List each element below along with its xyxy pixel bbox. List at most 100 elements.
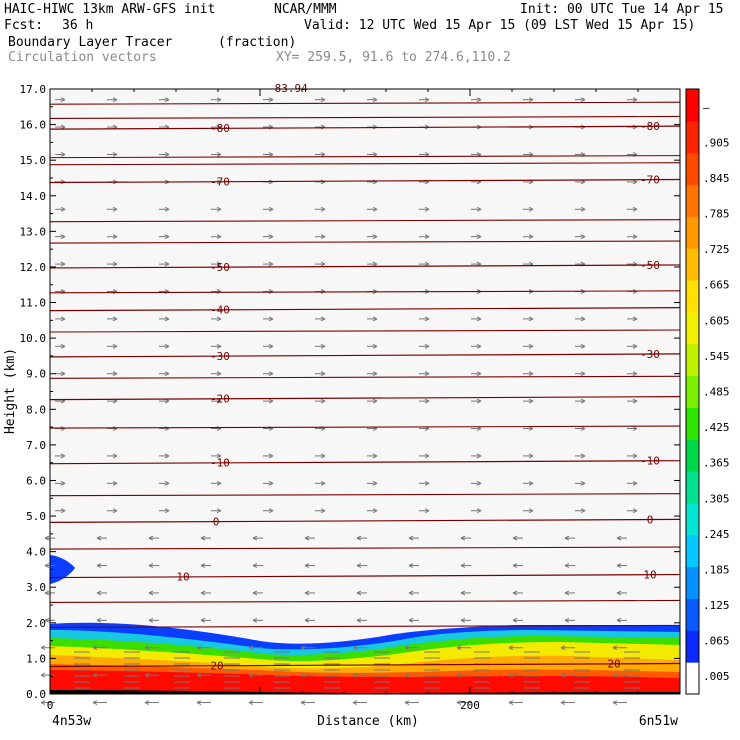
contour-line bbox=[49, 307, 681, 312]
wind-vector bbox=[352, 700, 367, 705]
y-tick-label: 11.0 bbox=[20, 297, 47, 310]
contour-line bbox=[49, 219, 681, 223]
wind-vector bbox=[107, 316, 118, 322]
colorbar-label: .785 bbox=[703, 208, 730, 221]
contour-line bbox=[49, 290, 681, 294]
wind-vector bbox=[211, 398, 222, 404]
wind-vector bbox=[252, 535, 263, 541]
wind-vector bbox=[367, 97, 378, 103]
wind-vector bbox=[315, 234, 326, 240]
colorbar-swatch bbox=[686, 311, 699, 345]
wind-vector bbox=[471, 97, 482, 103]
wind-vector bbox=[471, 508, 482, 514]
contour-line bbox=[49, 264, 681, 269]
contour-label: 20 bbox=[210, 660, 223, 673]
wind-vector bbox=[627, 508, 638, 514]
init-time: Init: 00 UTC Tue 14 Apr 15 bbox=[520, 2, 724, 17]
wind-vector bbox=[252, 590, 263, 596]
wind-vector bbox=[248, 700, 263, 705]
colorbar-swatch bbox=[686, 598, 699, 631]
wind-vector bbox=[252, 617, 263, 623]
wind-vector bbox=[159, 152, 170, 157]
wind-vector bbox=[96, 590, 107, 596]
contour-label-right: 10 bbox=[643, 569, 656, 582]
wind-vector bbox=[523, 508, 534, 514]
valid-time: Valid: 12 UTC Wed 15 Apr 15 (09 LST Wed … bbox=[304, 18, 696, 33]
wind-vector bbox=[419, 508, 430, 514]
wind-vector bbox=[159, 206, 170, 212]
wind-vector bbox=[159, 343, 170, 349]
wind-vector bbox=[471, 398, 482, 404]
y-tick-label: 3.0 bbox=[26, 581, 46, 594]
wind-vector bbox=[315, 316, 326, 322]
wind-vector bbox=[367, 234, 378, 240]
colorbar-swatch bbox=[686, 407, 699, 440]
wind-vector bbox=[263, 234, 274, 240]
tracer-band-red bbox=[50, 670, 680, 694]
colorbar-swatch bbox=[686, 120, 699, 154]
y-tick-label: 4.0 bbox=[26, 546, 46, 559]
colorbar-swatch bbox=[686, 375, 699, 408]
wind-vector bbox=[196, 672, 211, 678]
wind-vector bbox=[315, 398, 326, 404]
x-right-location: 6n51w bbox=[639, 714, 678, 729]
colorbar-label: .185 bbox=[703, 563, 730, 576]
x-tick-label: 200 bbox=[460, 699, 480, 712]
wind-vector bbox=[148, 590, 159, 596]
wind-vector bbox=[575, 398, 586, 404]
colorbar-swatch bbox=[686, 566, 699, 599]
contour-line bbox=[49, 178, 681, 184]
wind-vector bbox=[300, 645, 315, 651]
y-tick-label: 16.0 bbox=[20, 119, 47, 132]
wind-vector bbox=[144, 672, 159, 678]
contour-line bbox=[49, 546, 681, 550]
colorbar: .005 .065 .125 .185 .245 .305 .365 .425 .485 .545… bbox=[685, 88, 730, 695]
wind-vector bbox=[159, 97, 170, 103]
wind-vector bbox=[107, 261, 118, 267]
wind-vector bbox=[616, 535, 627, 541]
wind-vector bbox=[456, 672, 471, 678]
wind-vector bbox=[263, 261, 274, 267]
wind-vector bbox=[564, 617, 575, 623]
wind-vector bbox=[92, 672, 107, 678]
wind-vector bbox=[304, 563, 315, 568]
wind-vector bbox=[367, 343, 378, 349]
wind-vector bbox=[627, 234, 638, 240]
wind-vector bbox=[148, 617, 159, 623]
wind-vector bbox=[196, 700, 211, 705]
wind-vector bbox=[523, 206, 534, 212]
x-axis-label: Distance (km) bbox=[317, 714, 419, 729]
wind-vector bbox=[263, 343, 274, 349]
wind-vector bbox=[263, 480, 274, 486]
colorbar-label: .845 bbox=[703, 172, 730, 185]
contour-label-right: 20 bbox=[607, 658, 620, 671]
xy-range: XY= 259.5, 91.6 to 274.6,110.2 bbox=[276, 50, 511, 65]
wind-vector bbox=[304, 617, 315, 623]
wind-vector bbox=[55, 453, 66, 459]
contour-line bbox=[49, 573, 681, 579]
wind-vector bbox=[107, 343, 118, 349]
wind-vector bbox=[564, 563, 575, 568]
wind-vector bbox=[404, 672, 419, 678]
contour-line bbox=[49, 518, 681, 523]
wind-vector bbox=[263, 398, 274, 404]
wind-vector bbox=[456, 700, 471, 705]
colorbar-label: .305 bbox=[703, 492, 730, 505]
wind-vector bbox=[55, 261, 66, 267]
colorbar-label: .065 bbox=[703, 635, 730, 648]
wind-vector bbox=[315, 261, 326, 267]
wind-vector bbox=[107, 206, 118, 212]
y-tick-label: 15.0 bbox=[20, 154, 47, 167]
x-tick-label: 0 bbox=[47, 699, 54, 712]
wind-vector bbox=[612, 645, 627, 651]
wind-vector bbox=[575, 453, 586, 459]
y-tick-label: 9.0 bbox=[26, 368, 46, 381]
contour-label-right: -80 bbox=[640, 120, 660, 133]
wind-vector bbox=[512, 535, 523, 541]
wind-vector bbox=[356, 617, 367, 623]
wind-vector bbox=[627, 480, 638, 486]
y-axis-label: Height (km) bbox=[3, 348, 18, 434]
x-axis: 0 200 bbox=[47, 89, 681, 712]
